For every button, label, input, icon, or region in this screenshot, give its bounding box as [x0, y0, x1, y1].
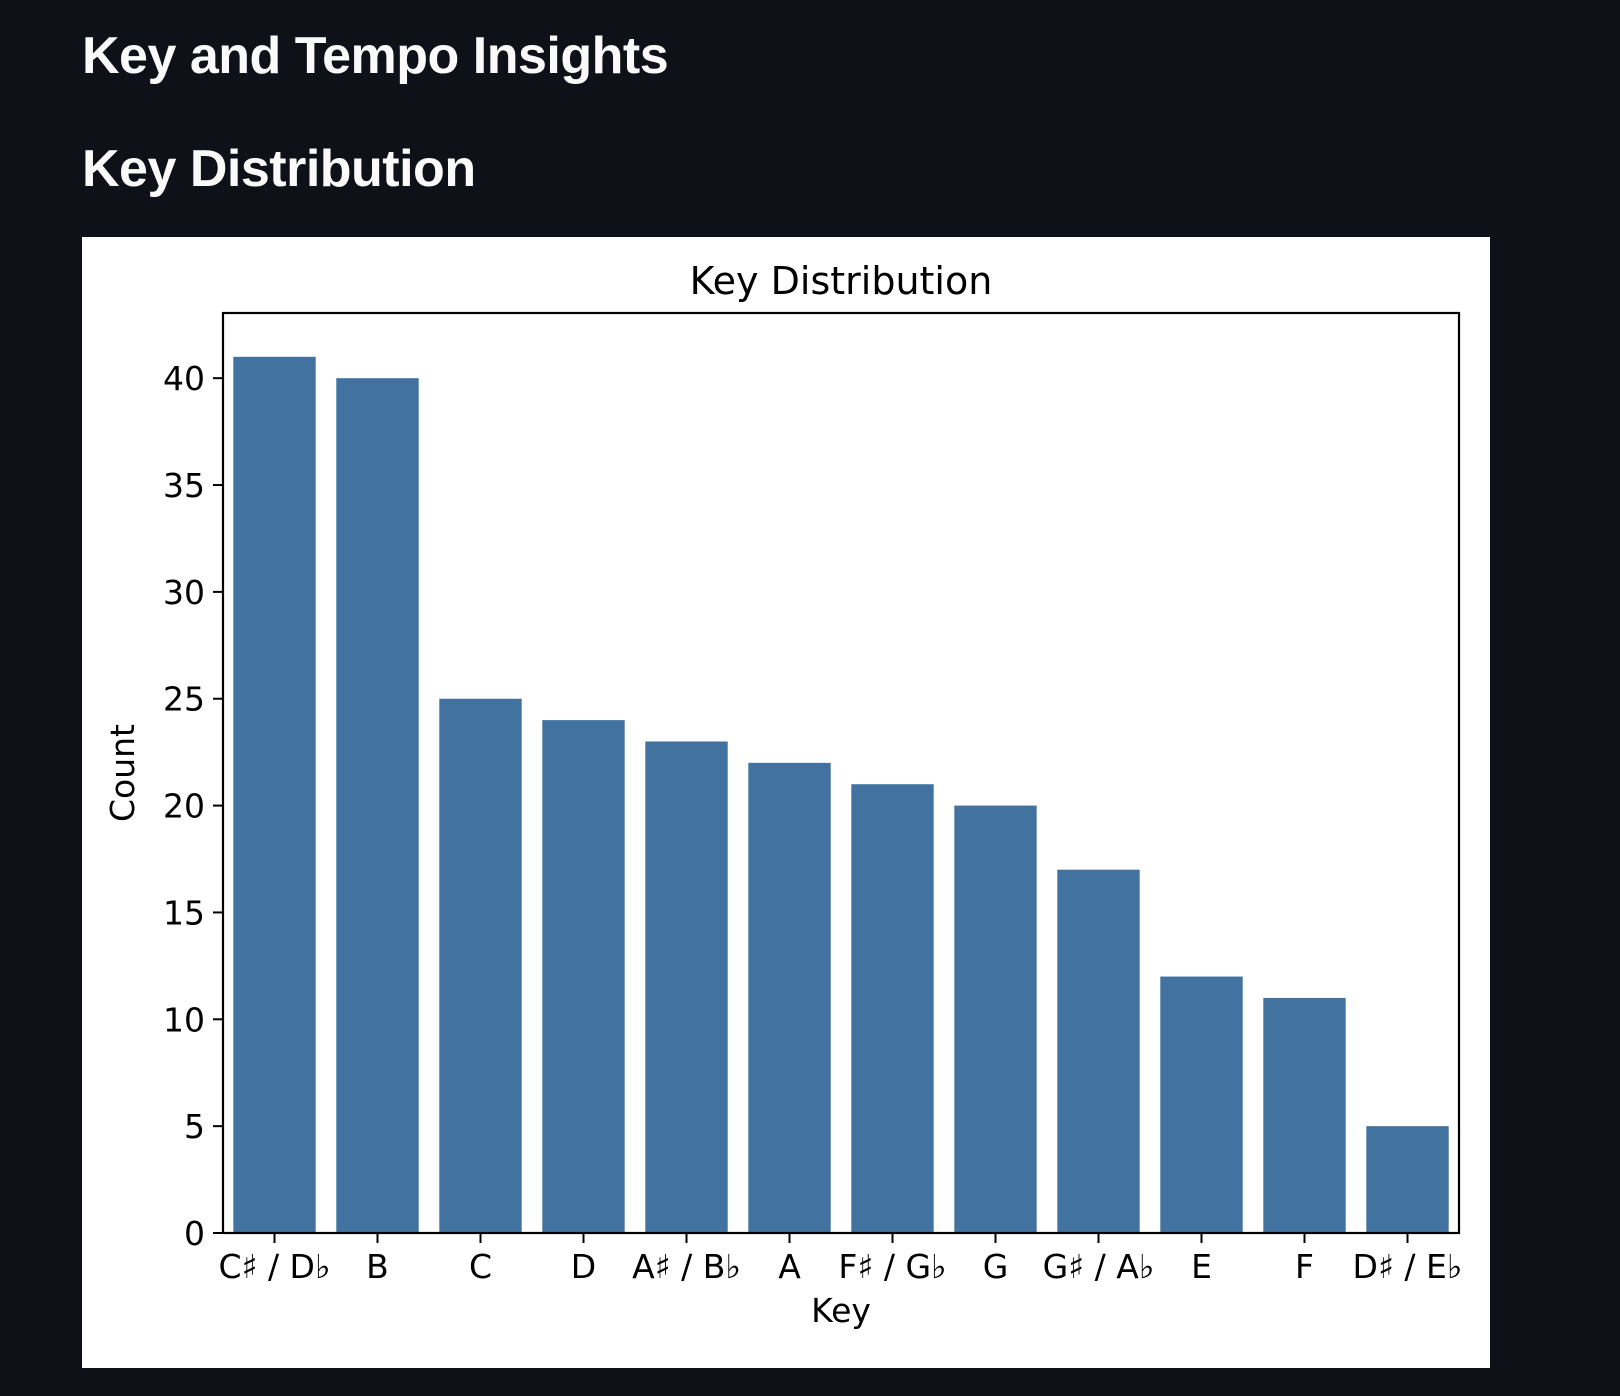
chart-section-heading: Key Distribution	[82, 140, 476, 198]
x-tick-label: B	[366, 1247, 389, 1286]
x-tick-label: F♯ / G♭	[838, 1247, 946, 1286]
bar-8	[1057, 869, 1140, 1233]
bar-9	[1160, 976, 1243, 1233]
plot-frame	[221, 311, 1461, 1235]
bar-chart: Key Distribution C♯ / D♭ B C D A♯ / B♭ A F♯ / …	[103, 259, 1463, 1330]
y-tick-label: 20	[163, 787, 205, 826]
chart-figure: Key Distribution C♯ / D♭ B C D A♯ / B♭ A F♯ / …	[82, 237, 1490, 1368]
x-tick-label: C	[469, 1247, 492, 1286]
x-tick-label: A♯ / B♭	[632, 1247, 741, 1286]
x-axis-label: Key	[811, 1291, 871, 1330]
y-axis-label: Count	[103, 724, 142, 822]
y-tick-label: 30	[163, 573, 205, 612]
y-tick-label: 5	[184, 1107, 205, 1146]
y-tick-label: 40	[163, 359, 205, 398]
x-tick-label: G	[983, 1247, 1009, 1286]
bar-0	[233, 356, 316, 1233]
x-tick-label: D♯ / E♭	[1353, 1247, 1463, 1286]
x-tick-label: D	[571, 1247, 596, 1286]
y-tick-label: 25	[163, 680, 205, 719]
y-tick-label: 10	[163, 1000, 205, 1039]
x-tick-label: F	[1295, 1247, 1314, 1286]
y-tick-label: 35	[163, 466, 205, 505]
bar-7	[954, 805, 1037, 1233]
bar-3	[542, 720, 625, 1233]
bar-5	[748, 762, 831, 1233]
bar-2	[439, 698, 522, 1233]
page-title: Key and Tempo Insights	[82, 27, 669, 85]
bar-1	[336, 378, 419, 1233]
y-tick-label: 15	[163, 893, 205, 932]
x-tick-label: E	[1191, 1247, 1212, 1286]
x-tick-label: A	[778, 1247, 801, 1286]
chart-title: Key Distribution	[690, 259, 993, 303]
x-tick-label: C♯ / D♭	[218, 1247, 330, 1286]
y-tick-label: 0	[184, 1214, 205, 1253]
bar-6	[851, 784, 934, 1233]
bar-10	[1263, 997, 1346, 1233]
x-tick-label: G♯ / A♭	[1043, 1247, 1155, 1286]
bar-11	[1366, 1126, 1449, 1233]
bar-4	[645, 741, 728, 1233]
